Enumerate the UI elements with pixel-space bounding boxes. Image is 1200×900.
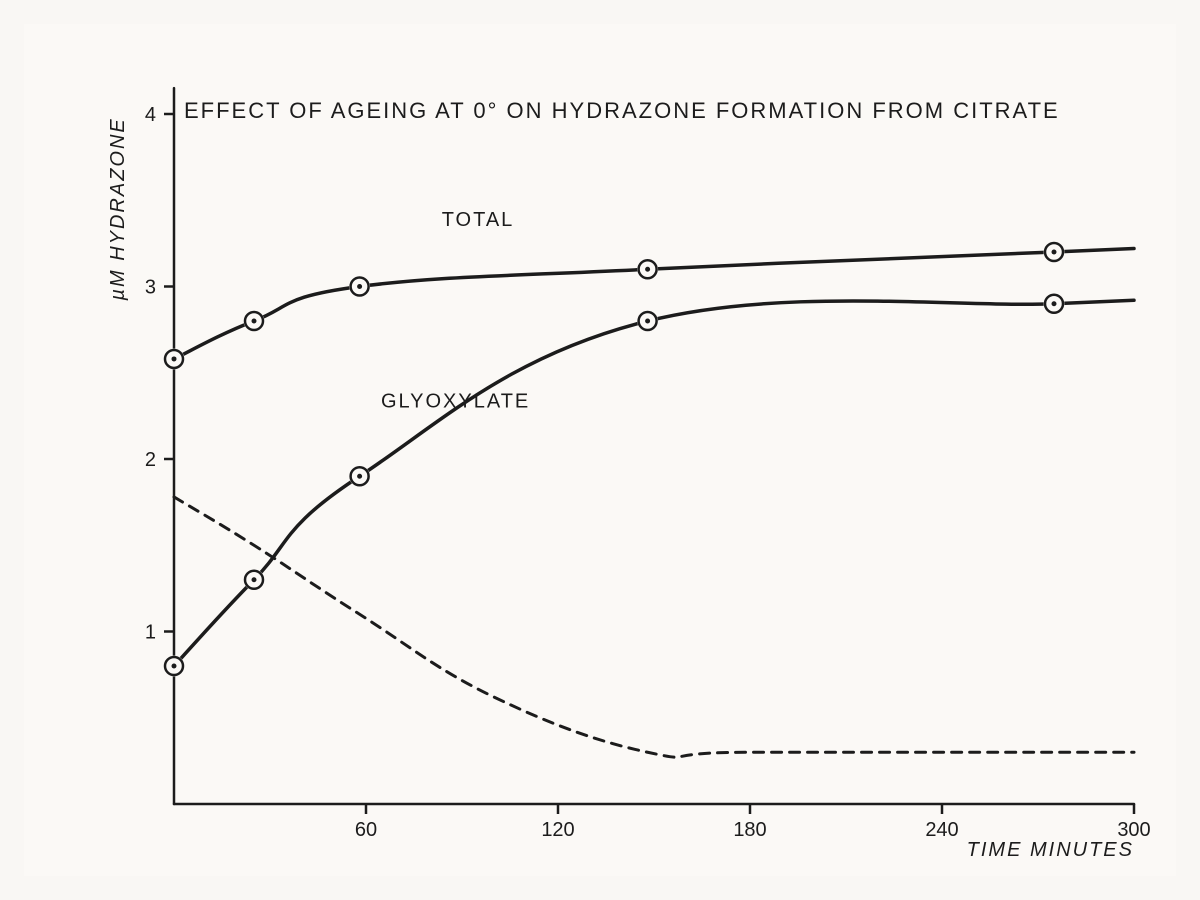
y-tick-label: 3 [145,277,156,299]
x-axis-label: TIME MINUTES [967,839,1134,861]
y-tick-label: 1 [145,622,156,644]
chart-frame: EFFECT OF AGEING AT 0° ON HYDRAZONE FORM… [24,24,1176,876]
marker-dot [357,474,362,479]
series-glyoxylate-label: GLYOXYLATE [381,390,530,412]
x-tick-label: 240 [925,819,958,841]
y-tick-label: 2 [145,449,156,471]
x-tick-label: 180 [733,819,766,841]
marker-dot [1052,301,1057,306]
marker-dot [645,267,650,272]
marker-dot [357,284,362,289]
y-tick-label: 4 [145,104,156,126]
y-axis-label: µM HYDRAZONE [107,117,129,301]
chart-title: EFFECT OF AGEING AT 0° ON HYDRAZONE FORM… [184,98,1060,123]
marker-dot [172,664,177,669]
marker-dot [252,319,257,324]
x-tick-label: 60 [355,819,377,841]
chart-svg: EFFECT OF AGEING AT 0° ON HYDRAZONE FORM… [24,24,1176,876]
series-total-label: TOTAL [442,209,515,231]
marker-dot [1052,250,1057,255]
x-tick-label: 120 [541,819,574,841]
marker-dot [172,356,177,361]
marker-dot [252,577,257,582]
chart-background [24,24,1176,876]
marker-dot [645,319,650,324]
x-tick-label: 300 [1117,819,1150,841]
